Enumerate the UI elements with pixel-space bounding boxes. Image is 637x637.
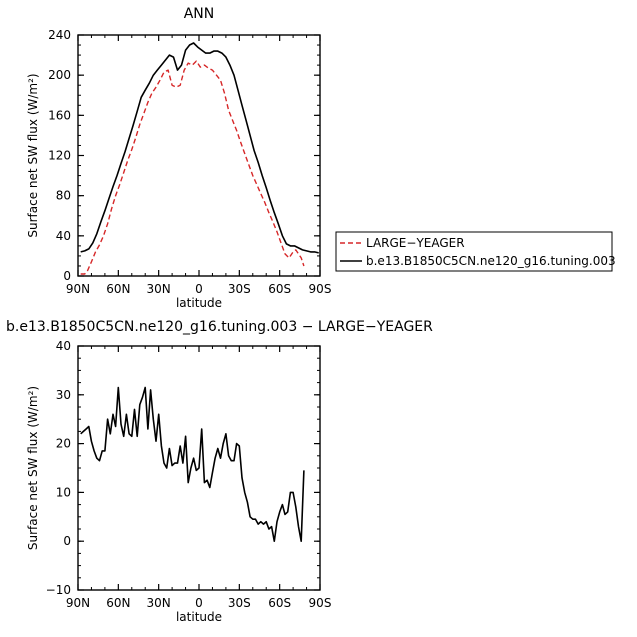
- y-tick-label: 20: [56, 437, 71, 451]
- x-tick-label: 30S: [228, 596, 251, 610]
- y-tick-label: 240: [48, 28, 71, 42]
- difference-plot: b.e13.B1850C5CN.ne120_g16.tuning.003 − L…: [6, 319, 433, 624]
- x-tick-label: 30N: [147, 596, 171, 610]
- legend: LARGE−YEAGER b.e13.B1850C5CN.ne120_g16.t…: [335, 231, 616, 272]
- x-tick-label: 0: [195, 282, 203, 296]
- x-tick-label: 0: [195, 596, 203, 610]
- y-tick-label: 120: [48, 149, 71, 163]
- x-tick-label: 90S: [309, 282, 332, 296]
- y-tick-label: −10: [46, 583, 71, 597]
- x-tick-label: 30N: [147, 282, 171, 296]
- legend-label-tuning: b.e13.B1850C5CN.ne120_g16.tuning.003: [366, 254, 616, 268]
- x-tick-label: 90S: [309, 596, 332, 610]
- flux-plot: ANN 90N 60N 30N 0 30S 60S 90S 0 40 80 120 160 200 240…: [26, 6, 331, 310]
- plot-title: ANN: [184, 6, 215, 22]
- x-axis-label: latitude: [176, 296, 222, 310]
- series-line-0: [80, 386, 305, 543]
- x-tick-label: 60S: [268, 596, 291, 610]
- y-tick-label: 0: [63, 534, 71, 548]
- legend-label-large-yeager: LARGE−YEAGER: [366, 236, 465, 250]
- y-tick-label: 200: [48, 68, 71, 82]
- y-axis-label: Surface net SW flux (W/m²): [26, 73, 40, 237]
- y-tick-label: 160: [48, 108, 71, 122]
- y-tick-label: 40: [56, 339, 71, 353]
- y-tick-label: 30: [56, 388, 71, 402]
- series-line-1: [80, 42, 319, 254]
- y-tick-label: 0: [63, 269, 71, 283]
- legend-box: [335, 231, 613, 272]
- x-tick-label: 60S: [268, 282, 291, 296]
- plot-title: b.e13.B1850C5CN.ne120_g16.tuning.003 − L…: [6, 319, 433, 335]
- y-tick-label: 80: [56, 189, 71, 203]
- x-tick-label: 60N: [106, 282, 130, 296]
- x-tick-label: 90N: [66, 596, 90, 610]
- x-tick-label: 90N: [66, 282, 90, 296]
- x-tick-label: 60N: [106, 596, 130, 610]
- y-tick-label: 40: [56, 229, 71, 243]
- x-axis-label: latitude: [176, 610, 222, 624]
- series-line-0: [80, 60, 305, 275]
- y-axis-label: Surface net SW flux (W/m²): [26, 386, 40, 550]
- y-tick-label: 10: [56, 485, 71, 499]
- x-tick-label: 30S: [228, 282, 251, 296]
